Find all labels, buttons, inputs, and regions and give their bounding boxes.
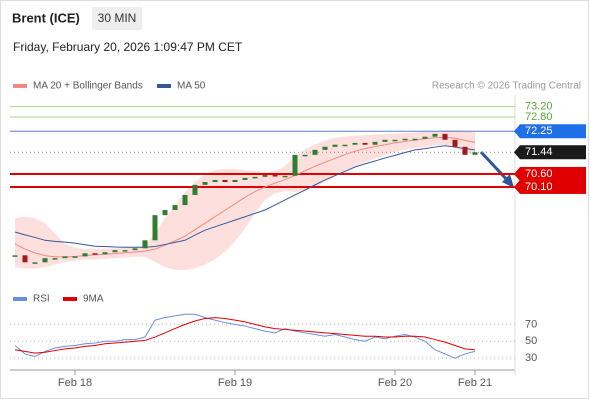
y-tick-label: 30	[525, 352, 537, 364]
candle	[472, 152, 478, 155]
candle	[42, 258, 48, 263]
x-tick-label: Feb 21	[458, 377, 492, 389]
candle	[152, 215, 158, 241]
candle	[222, 179, 228, 183]
candle	[212, 179, 218, 183]
y-tick-label: 70	[525, 318, 537, 330]
candle	[162, 209, 168, 216]
legend-label: 9MA	[83, 294, 104, 305]
credit: Research © 2026 Trading Central	[432, 81, 581, 92]
candle	[452, 139, 458, 147]
legend-swatch	[157, 84, 171, 88]
candle	[372, 141, 378, 145]
candle	[242, 177, 248, 180]
candle	[102, 252, 108, 255]
candle	[62, 256, 68, 259]
rsi-ma-line	[14, 317, 476, 354]
level-label: 72.80	[525, 111, 553, 123]
candle	[142, 240, 148, 249]
x-tick-label: Feb 20	[378, 377, 412, 389]
candle	[292, 154, 298, 176]
candle	[462, 146, 468, 155]
level-label: 70.10	[525, 181, 553, 193]
candle	[52, 258, 58, 260]
legend-label: MA 50	[177, 81, 206, 92]
candle	[302, 154, 308, 157]
chart-title: Brent (ICE)	[12, 10, 80, 25]
rsi-line	[14, 313, 476, 359]
timeframe-box	[92, 7, 142, 30]
candle	[442, 133, 448, 140]
level-label: 73.20	[525, 101, 553, 113]
candle	[112, 250, 118, 253]
legend-swatch	[63, 297, 77, 301]
candle	[402, 138, 408, 141]
candle	[202, 182, 208, 185]
subtitle: Friday, February 20, 2026 1:09:47 PM CET	[13, 40, 243, 54]
candle	[192, 184, 198, 195]
x-tick-label: Feb 18	[58, 377, 92, 389]
level-label-pointer	[514, 179, 520, 194]
legend-label: RSI	[33, 294, 50, 305]
x-tick-label: Feb 19	[218, 377, 252, 389]
timeframe: 30 MIN	[98, 11, 137, 25]
candle	[422, 136, 428, 139]
candle	[182, 194, 188, 206]
candle	[22, 255, 28, 263]
candle	[312, 149, 318, 155]
level-label-pointer	[514, 124, 520, 139]
candle	[412, 138, 418, 141]
candle	[332, 144, 338, 147]
level-label-box	[520, 179, 586, 194]
candle	[82, 253, 88, 257]
candle	[352, 142, 358, 145]
level-label: 72.25	[525, 125, 553, 137]
level-label-pointer	[514, 166, 520, 181]
candle	[172, 205, 178, 210]
level-label: 71.44	[525, 146, 553, 158]
candle	[272, 175, 278, 177]
candle	[122, 250, 128, 252]
ma20-line	[14, 136, 476, 258]
bollinger-band	[15, 129, 475, 270]
candle	[362, 142, 368, 145]
y-tick-label: 50	[525, 335, 537, 347]
level-label-box	[520, 145, 586, 160]
candle	[232, 179, 238, 183]
level-label: 70.60	[525, 168, 553, 180]
forecast-arrow-head	[502, 174, 514, 188]
candle	[92, 253, 98, 255]
candle	[392, 139, 398, 142]
candle	[132, 248, 138, 251]
candle	[282, 175, 288, 178]
legend-swatch	[13, 297, 27, 301]
level-label-box	[520, 166, 586, 181]
candle	[432, 133, 438, 137]
level-label-pointer	[514, 145, 520, 160]
legend-label: MA 20 + Bollinger Bands	[33, 81, 143, 92]
candle	[342, 144, 348, 147]
candle	[382, 139, 388, 142]
candle	[32, 262, 38, 264]
candle	[12, 255, 18, 257]
ma50-line	[14, 145, 476, 248]
candle	[322, 146, 328, 150]
candle	[72, 256, 78, 258]
level-label-box	[520, 124, 586, 139]
forecast-arrow	[479, 150, 511, 184]
legend-swatch	[13, 84, 27, 88]
candle	[252, 176, 258, 179]
candle	[262, 175, 268, 177]
